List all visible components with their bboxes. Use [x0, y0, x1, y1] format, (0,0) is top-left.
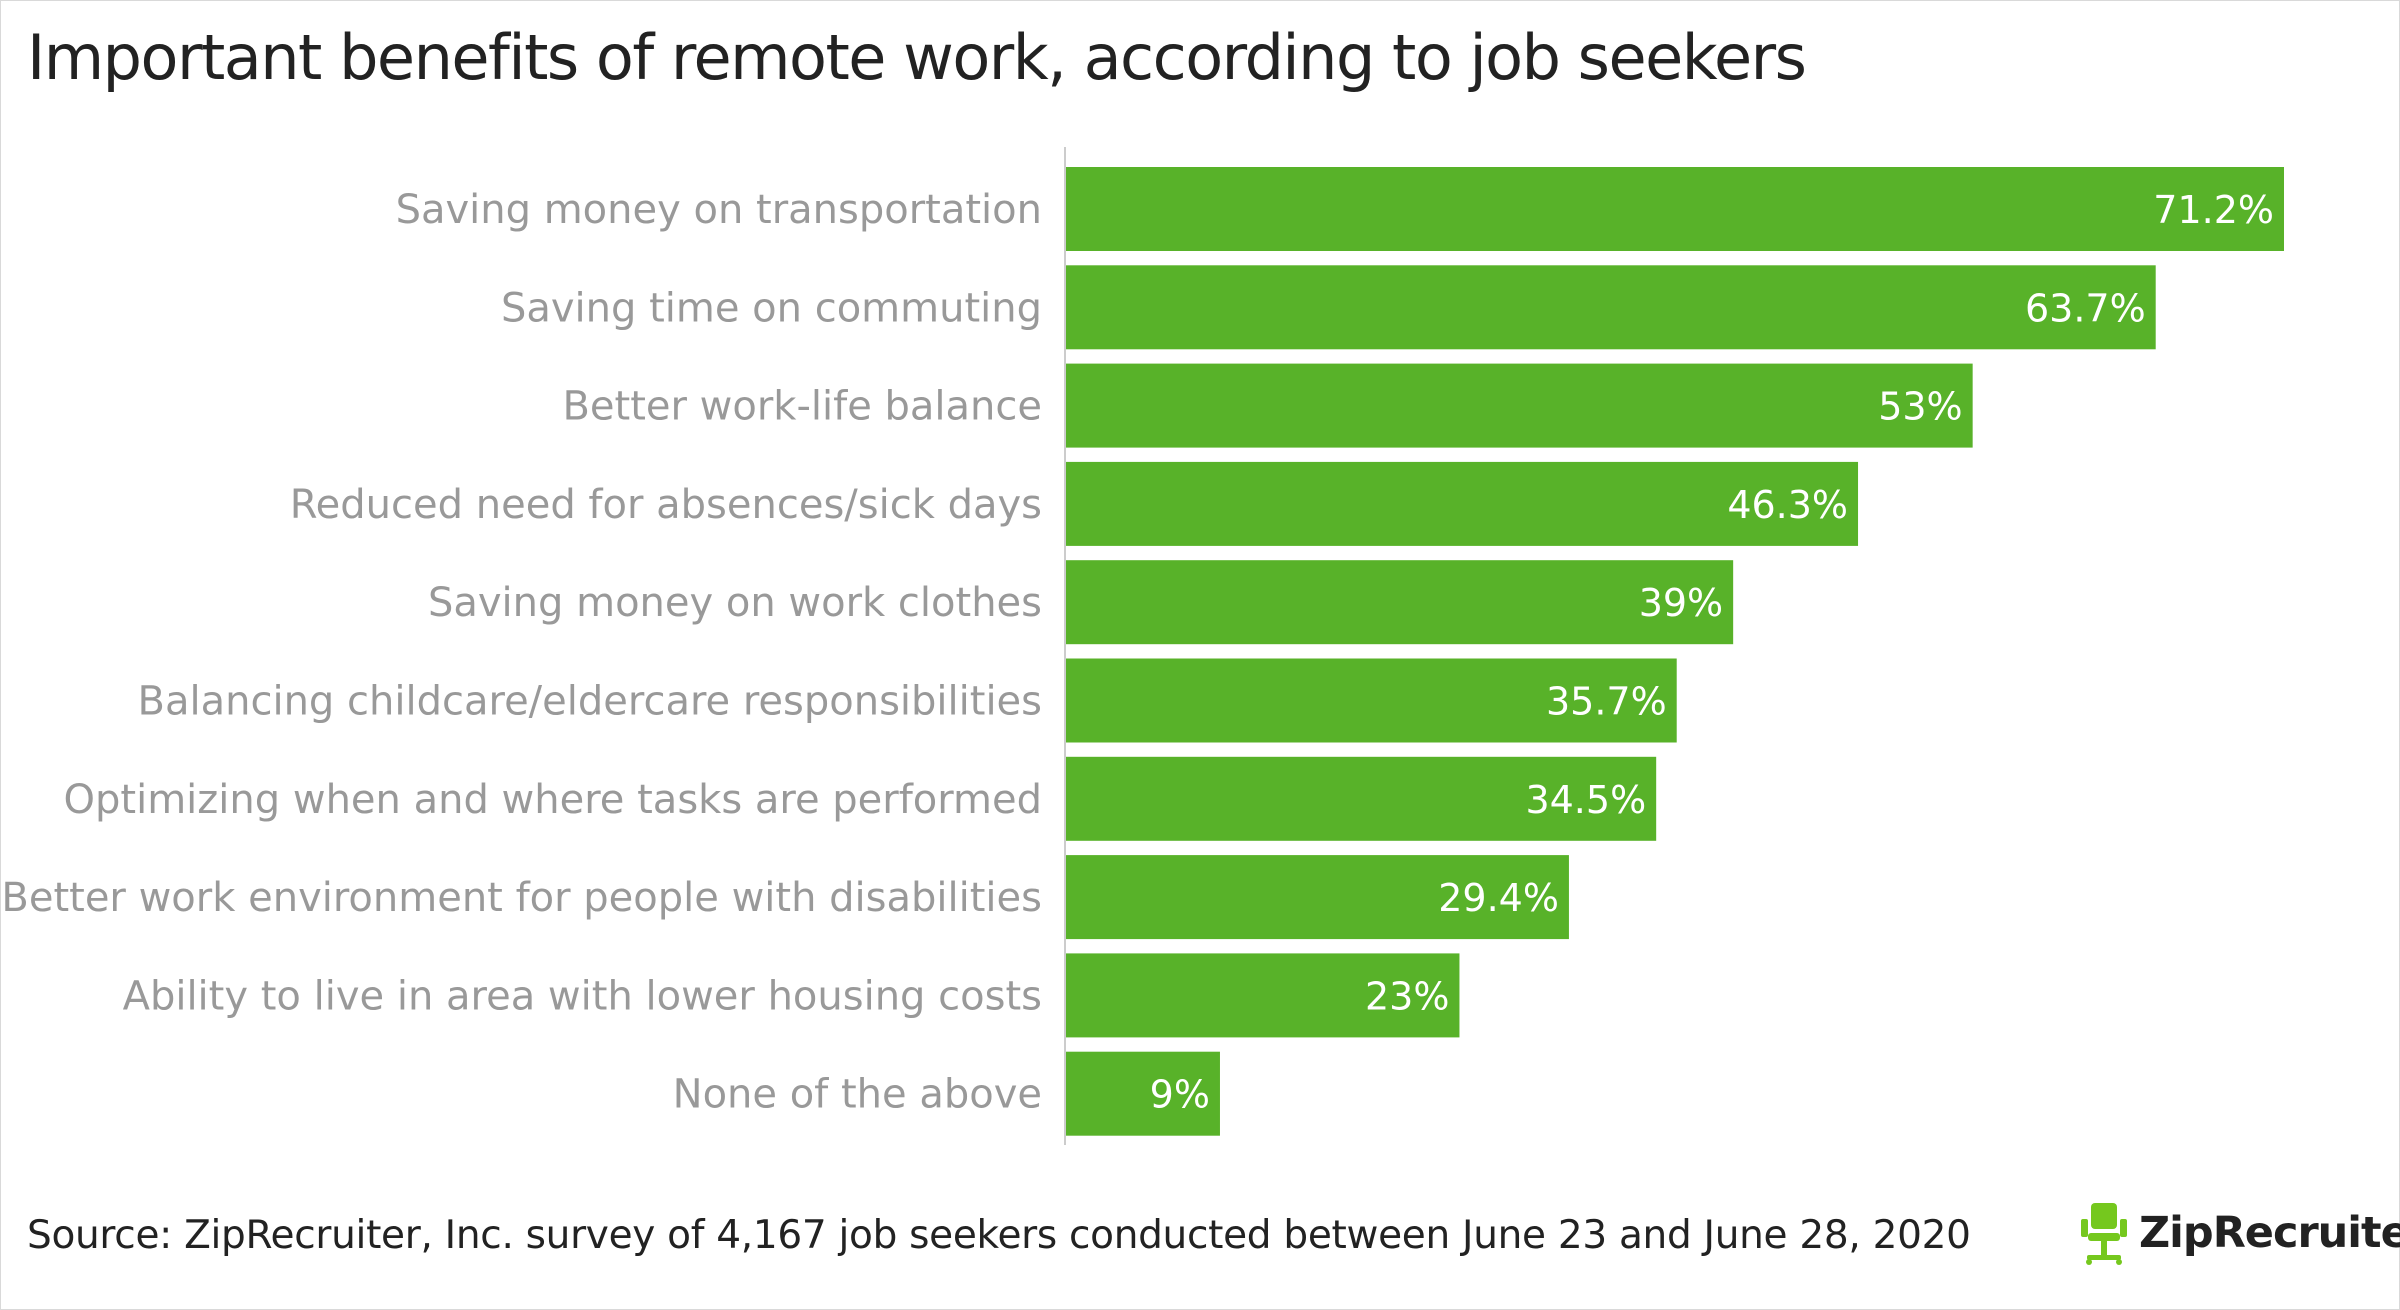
value-label-8: 29.4% — [1438, 876, 1559, 920]
value-label-4: 46.3% — [1727, 483, 1848, 527]
value-label-9: 23% — [1365, 974, 1449, 1018]
value-label-1: 71.2% — [2153, 188, 2274, 232]
category-label-6: Balancing childcare/eldercare responsibi… — [138, 679, 1042, 725]
bar-3 — [1066, 363, 1973, 448]
bar-7 — [1066, 756, 1657, 841]
value-label-7: 34.5% — [1525, 778, 1646, 822]
bar-1 — [1066, 167, 2284, 251]
category-label-8: Better work environment for people with … — [1, 875, 1042, 921]
ziprecruiter-chair-icon — [2081, 1203, 2127, 1265]
value-label-3: 53% — [1878, 385, 1962, 429]
bar-9 — [1066, 953, 1460, 1038]
brand-name: ZipRecruiter — [2139, 1208, 2400, 1258]
value-label-10: 9% — [1150, 1073, 1210, 1117]
bar-5 — [1066, 560, 1734, 645]
value-label-6: 35.7% — [1546, 680, 1667, 724]
bars-layer: Saving money on transportation 71.2% Savin… — [1, 167, 2284, 1136]
bar-4 — [1066, 461, 1859, 546]
value-label-5: 39% — [1639, 581, 1723, 625]
category-label-7: Optimizing when and where tasks are perf… — [64, 777, 1042, 823]
chart-title: Important benefits of remote work, accor… — [27, 21, 1807, 94]
value-label-2: 63.7% — [2025, 286, 2146, 330]
bar-chart: Saving money on transportation 71.2% Savin… — [1, 147, 2284, 1145]
category-label-10: None of the above — [673, 1072, 1042, 1118]
bar-6 — [1066, 658, 1677, 743]
category-label-9: Ability to live in area with lower housi… — [123, 973, 1042, 1019]
category-label-4: Reduced need for absences/sick days — [290, 482, 1042, 528]
category-label-2: Saving time on commuting — [501, 285, 1042, 331]
category-label-1: Saving money on transportation — [396, 187, 1042, 233]
source-note: Source: ZipRecruiter, Inc. survey of 4,1… — [27, 1213, 1971, 1258]
bar-10 — [1066, 1051, 1220, 1136]
bar-8 — [1066, 855, 1569, 940]
brand-logo: ZipRecruiter ® — [2079, 1197, 2400, 1269]
bar-2 — [1066, 265, 2156, 350]
category-label-3: Better work-life balance — [562, 384, 1042, 430]
category-label-5: Saving money on work clothes — [428, 580, 1042, 626]
